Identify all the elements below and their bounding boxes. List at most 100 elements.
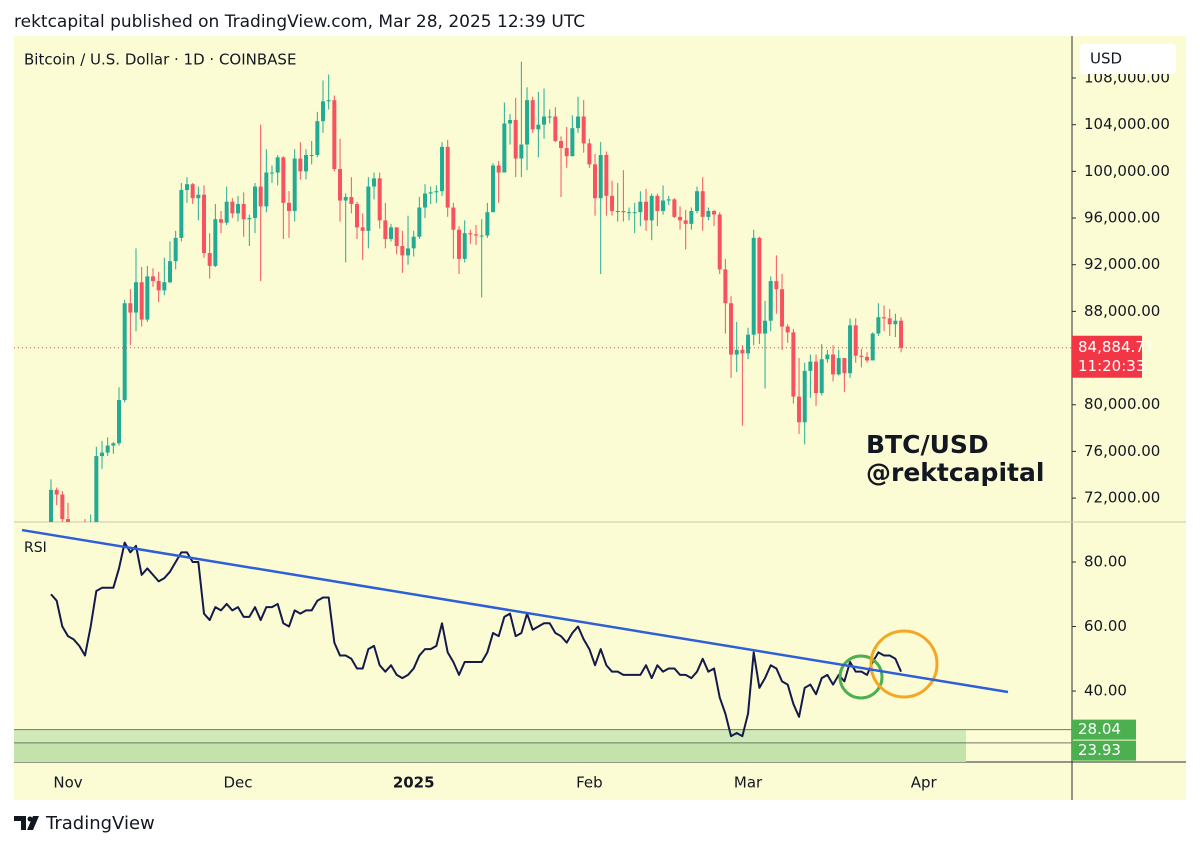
candle-body xyxy=(287,202,292,212)
candle-body xyxy=(706,211,711,217)
candle-body xyxy=(570,128,575,157)
candle-body xyxy=(145,276,150,320)
annotation: BTC/USD xyxy=(866,430,989,459)
candle-body xyxy=(366,186,371,231)
candle-body xyxy=(564,148,569,157)
candle-body xyxy=(683,220,688,224)
countdown-label: 11:20:33 xyxy=(1078,357,1145,375)
candle-body xyxy=(94,456,99,522)
candle-body xyxy=(638,201,643,213)
y-tick-label: 76,000.00 xyxy=(1084,442,1160,460)
candle-body xyxy=(219,219,224,223)
candle-body xyxy=(417,207,422,237)
candle-body xyxy=(315,121,320,156)
candle-body xyxy=(797,396,802,423)
candle-body xyxy=(763,320,768,334)
footer: TradingView xyxy=(45,813,155,834)
candle-body xyxy=(224,201,229,223)
y-tick-label: 92,000.00 xyxy=(1084,255,1160,273)
candle-body xyxy=(627,212,632,214)
candle-body xyxy=(173,237,178,262)
rsi-zone xyxy=(14,729,1072,762)
candle-body xyxy=(128,303,133,313)
x-tick-label: Feb xyxy=(576,774,603,792)
rsi-pane xyxy=(50,541,902,738)
price-axis: 72,000.00 76,000.00 80,000.00 88,000.00 92,0… xyxy=(1072,69,1170,761)
candle-body xyxy=(859,355,864,357)
zone-band xyxy=(14,729,966,743)
candle-body xyxy=(666,199,671,201)
y-tick-label: 40.00 xyxy=(1084,682,1127,700)
candle-body xyxy=(479,235,484,237)
candle-body xyxy=(751,237,756,335)
y-tick-label: 104,000.00 xyxy=(1084,115,1170,133)
currency-label: USD xyxy=(1090,50,1122,68)
level-label: 28.04 xyxy=(1078,720,1121,738)
candle-body xyxy=(355,204,360,228)
candle-body xyxy=(519,144,524,159)
candle-body xyxy=(111,443,116,446)
logo xyxy=(14,816,39,830)
candle-body xyxy=(451,207,456,230)
candle-body xyxy=(298,158,303,172)
candle-body xyxy=(740,349,745,354)
candle-body xyxy=(270,172,275,174)
candle-body xyxy=(360,227,365,231)
candle-body xyxy=(678,216,683,221)
candle-body xyxy=(190,184,195,199)
candle-body xyxy=(689,211,694,224)
price-tag-label: 84,884.71 xyxy=(1078,338,1154,356)
candle-body xyxy=(332,100,337,170)
candle-body xyxy=(831,354,836,375)
chart-background xyxy=(14,36,1186,800)
candle-body xyxy=(49,489,53,522)
candle-body xyxy=(559,141,564,149)
candle-body xyxy=(156,281,161,291)
level-label: 23.93 xyxy=(1078,741,1121,759)
candle-body xyxy=(734,349,739,355)
candle-body xyxy=(445,146,450,208)
y-tick-label: 100,000.00 xyxy=(1084,162,1170,180)
candle-body xyxy=(893,320,898,325)
candle-body xyxy=(349,197,354,205)
candle-body xyxy=(338,169,343,201)
candle-body xyxy=(581,116,586,144)
candle-body xyxy=(462,233,467,259)
candle-body xyxy=(485,212,490,236)
candle-body xyxy=(162,282,167,291)
candle-body xyxy=(253,186,258,219)
candle-body xyxy=(241,204,246,220)
y-tick-label: 96,000.00 xyxy=(1084,209,1160,227)
rsi-line xyxy=(50,541,902,738)
candle-body xyxy=(343,197,348,201)
candle-body xyxy=(202,194,207,254)
candle-body xyxy=(411,236,416,249)
candle-body xyxy=(151,276,156,282)
candle-body xyxy=(281,157,286,203)
candle-body xyxy=(899,320,904,348)
candle-body xyxy=(808,361,813,371)
candle-body xyxy=(530,100,535,130)
symbol-title: Bitcoin / U.S. Dollar · 1D · COINBASE xyxy=(24,51,296,69)
candle-body xyxy=(757,237,762,334)
candle-body xyxy=(700,191,705,217)
y-tick-label: 88,000.00 xyxy=(1084,302,1160,320)
candle-body xyxy=(802,370,807,423)
candle-body xyxy=(712,211,717,215)
candle-body xyxy=(117,400,122,444)
candle-body xyxy=(134,282,139,313)
candle-body xyxy=(655,195,660,212)
candle-body xyxy=(621,211,626,213)
candle-body xyxy=(264,172,269,207)
highlight-circle xyxy=(869,629,939,699)
candle-body xyxy=(139,282,144,320)
candle-body xyxy=(428,192,433,194)
candle-body xyxy=(377,178,382,221)
x-tick-label: Mar xyxy=(734,774,763,792)
candle-body xyxy=(105,445,110,453)
candle-body xyxy=(185,184,190,191)
candle-body xyxy=(865,356,870,361)
candle-body xyxy=(394,227,399,247)
candle-body xyxy=(122,303,127,401)
highlight-circle xyxy=(838,654,884,700)
